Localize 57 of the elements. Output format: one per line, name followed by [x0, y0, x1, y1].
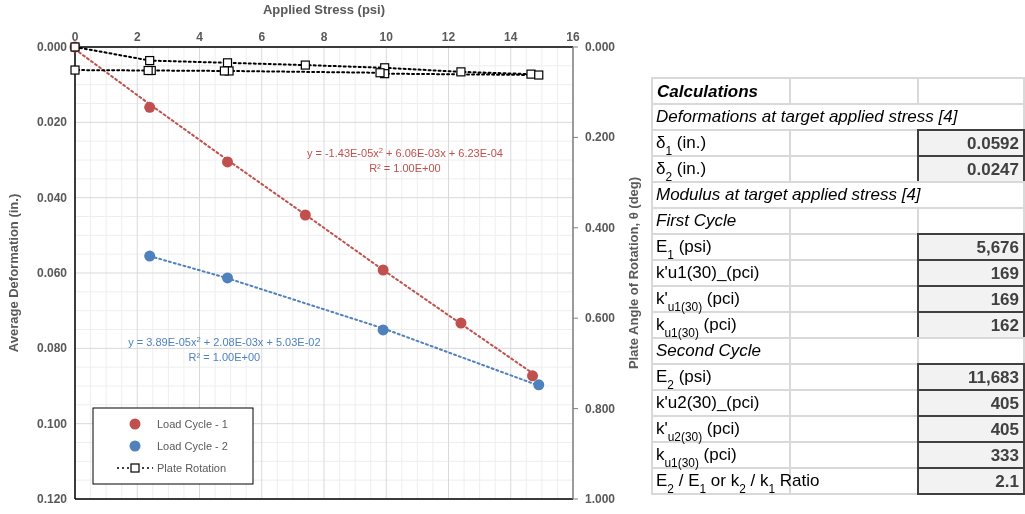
x-tick-label: 6 [258, 30, 266, 44]
category-label: E$_{2}$ (psi) [656, 367, 712, 392]
category-label: k$_{u1(30)}$ (pci) [656, 445, 737, 470]
text: 169 [990, 290, 1019, 309]
category-label: First Cycle [656, 211, 737, 230]
category-label: k'u2(30)_(pci) [656, 393, 760, 412]
y2-tick-label: 0.800 [585, 401, 616, 416]
category-label: E$_{1}$ (psi) [656, 237, 712, 262]
category-label: δ$_{1}$ (in.) [656, 133, 707, 158]
y-axis-title: Average Deformation (in.) [6, 193, 21, 353]
y-tick-label: 0.000 [36, 40, 68, 54]
y2-tick-label: 0.600 [585, 311, 616, 326]
x-tick-label: 0 [71, 30, 79, 44]
y2-tick-label: 1.000 [585, 492, 616, 506]
category-label: Modulus at target applied stress [4] [656, 185, 922, 204]
text: 405 [990, 394, 1019, 413]
text: 5,676 [976, 238, 1019, 257]
category-label: k'$_{u2(30)}$ (pci) [656, 419, 740, 444]
text: 2.1 [995, 472, 1019, 491]
y-tick-label: 0.040 [36, 190, 68, 205]
category-label: δ$_{2}$ (in.) [656, 159, 707, 184]
y-tick-label: 0.020 [36, 115, 68, 130]
y2-axis-title: Plate Angle of Rotation, θ (deg) [626, 176, 641, 370]
legend-label: Load Cycle - 1 [157, 418, 228, 430]
x-tick-label: 16 [566, 30, 580, 44]
y-tick-label: 0.060 [36, 266, 68, 280]
text: 11,683 [967, 368, 1019, 387]
x-tick-label: 8 [320, 30, 328, 44]
text: 333 [990, 446, 1019, 465]
category-label: k'u1(30)_(pci) [656, 263, 760, 282]
text: 0.0592 [967, 134, 1019, 153]
y2-tick-label: 0.200 [585, 130, 616, 145]
y-tick-label: 0.100 [36, 416, 68, 431]
x-tick-label: 2 [133, 30, 141, 44]
x-tick-label: 10 [379, 30, 394, 44]
y-tick-label: 0.080 [36, 341, 68, 356]
legend-label: Load Cycle - 2 [157, 440, 228, 452]
category-label: E$_{2}$ / E$_{1}$ or k$_{2}$ / k$_{1}$ Ratio [656, 471, 820, 496]
text: 162 [990, 316, 1019, 335]
y-tick-label: 0.120 [36, 492, 68, 506]
y2-tick-label: 0.400 [585, 220, 616, 235]
annotation: y = 3.89E-05x$^{2}$ + 2.08E-03x + 5.03E-02 R² = 1.00E+00 [128, 334, 321, 364]
x-tick-label: 4 [196, 30, 204, 44]
category-label: k'$_{u1(30)}$ (pci) [656, 289, 740, 314]
x-tick-label: 12 [441, 30, 456, 44]
text: 0.0247 [967, 160, 1019, 179]
x-tick-label: 14 [504, 30, 518, 44]
category-label: k$_{u1(30)}$ (pci) [656, 315, 737, 340]
y2-tick-label: 0.000 [585, 40, 616, 54]
text: 405 [990, 420, 1019, 439]
annotation: y = -1.43E-05x$^{2}$ + 6.06E-03x + 6.23E-04 R² = 1.00E+00 [306, 145, 503, 174]
category-label: Second Cycle [656, 341, 761, 360]
legend-label: Plate Rotation [157, 462, 227, 474]
x-axis-title: Applied Stress (psi) [262, 2, 386, 17]
category-label: Deformations at target applied stress [4] [656, 107, 959, 126]
text: 169 [990, 264, 1019, 283]
text: Calculations [657, 82, 759, 101]
